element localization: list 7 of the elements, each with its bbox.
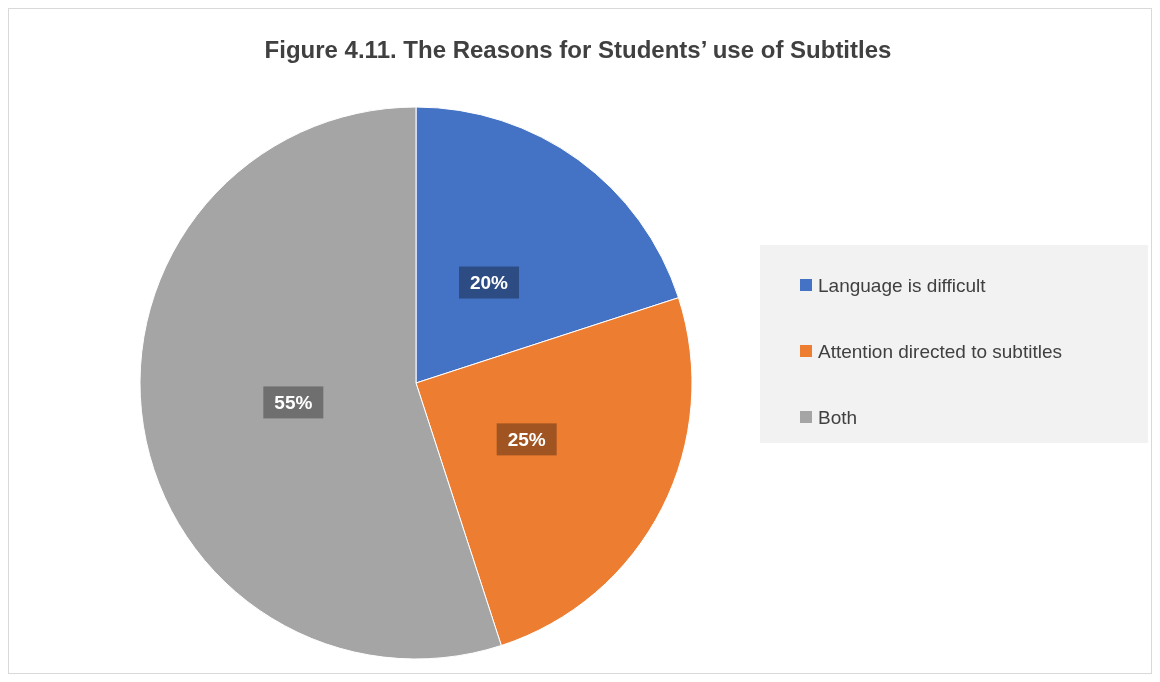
legend-label: Both (818, 406, 858, 428)
chart-title: Figure 4.11. The Reasons for Students’ use of Subtitles (264, 36, 892, 63)
legend-label: Attention directed to subtitles (818, 340, 1062, 362)
data-label: 20% (469, 272, 509, 294)
data-label: 25% (507, 428, 546, 450)
data-label: 55% (274, 391, 313, 413)
legend-label: Language is difficult (818, 274, 987, 296)
